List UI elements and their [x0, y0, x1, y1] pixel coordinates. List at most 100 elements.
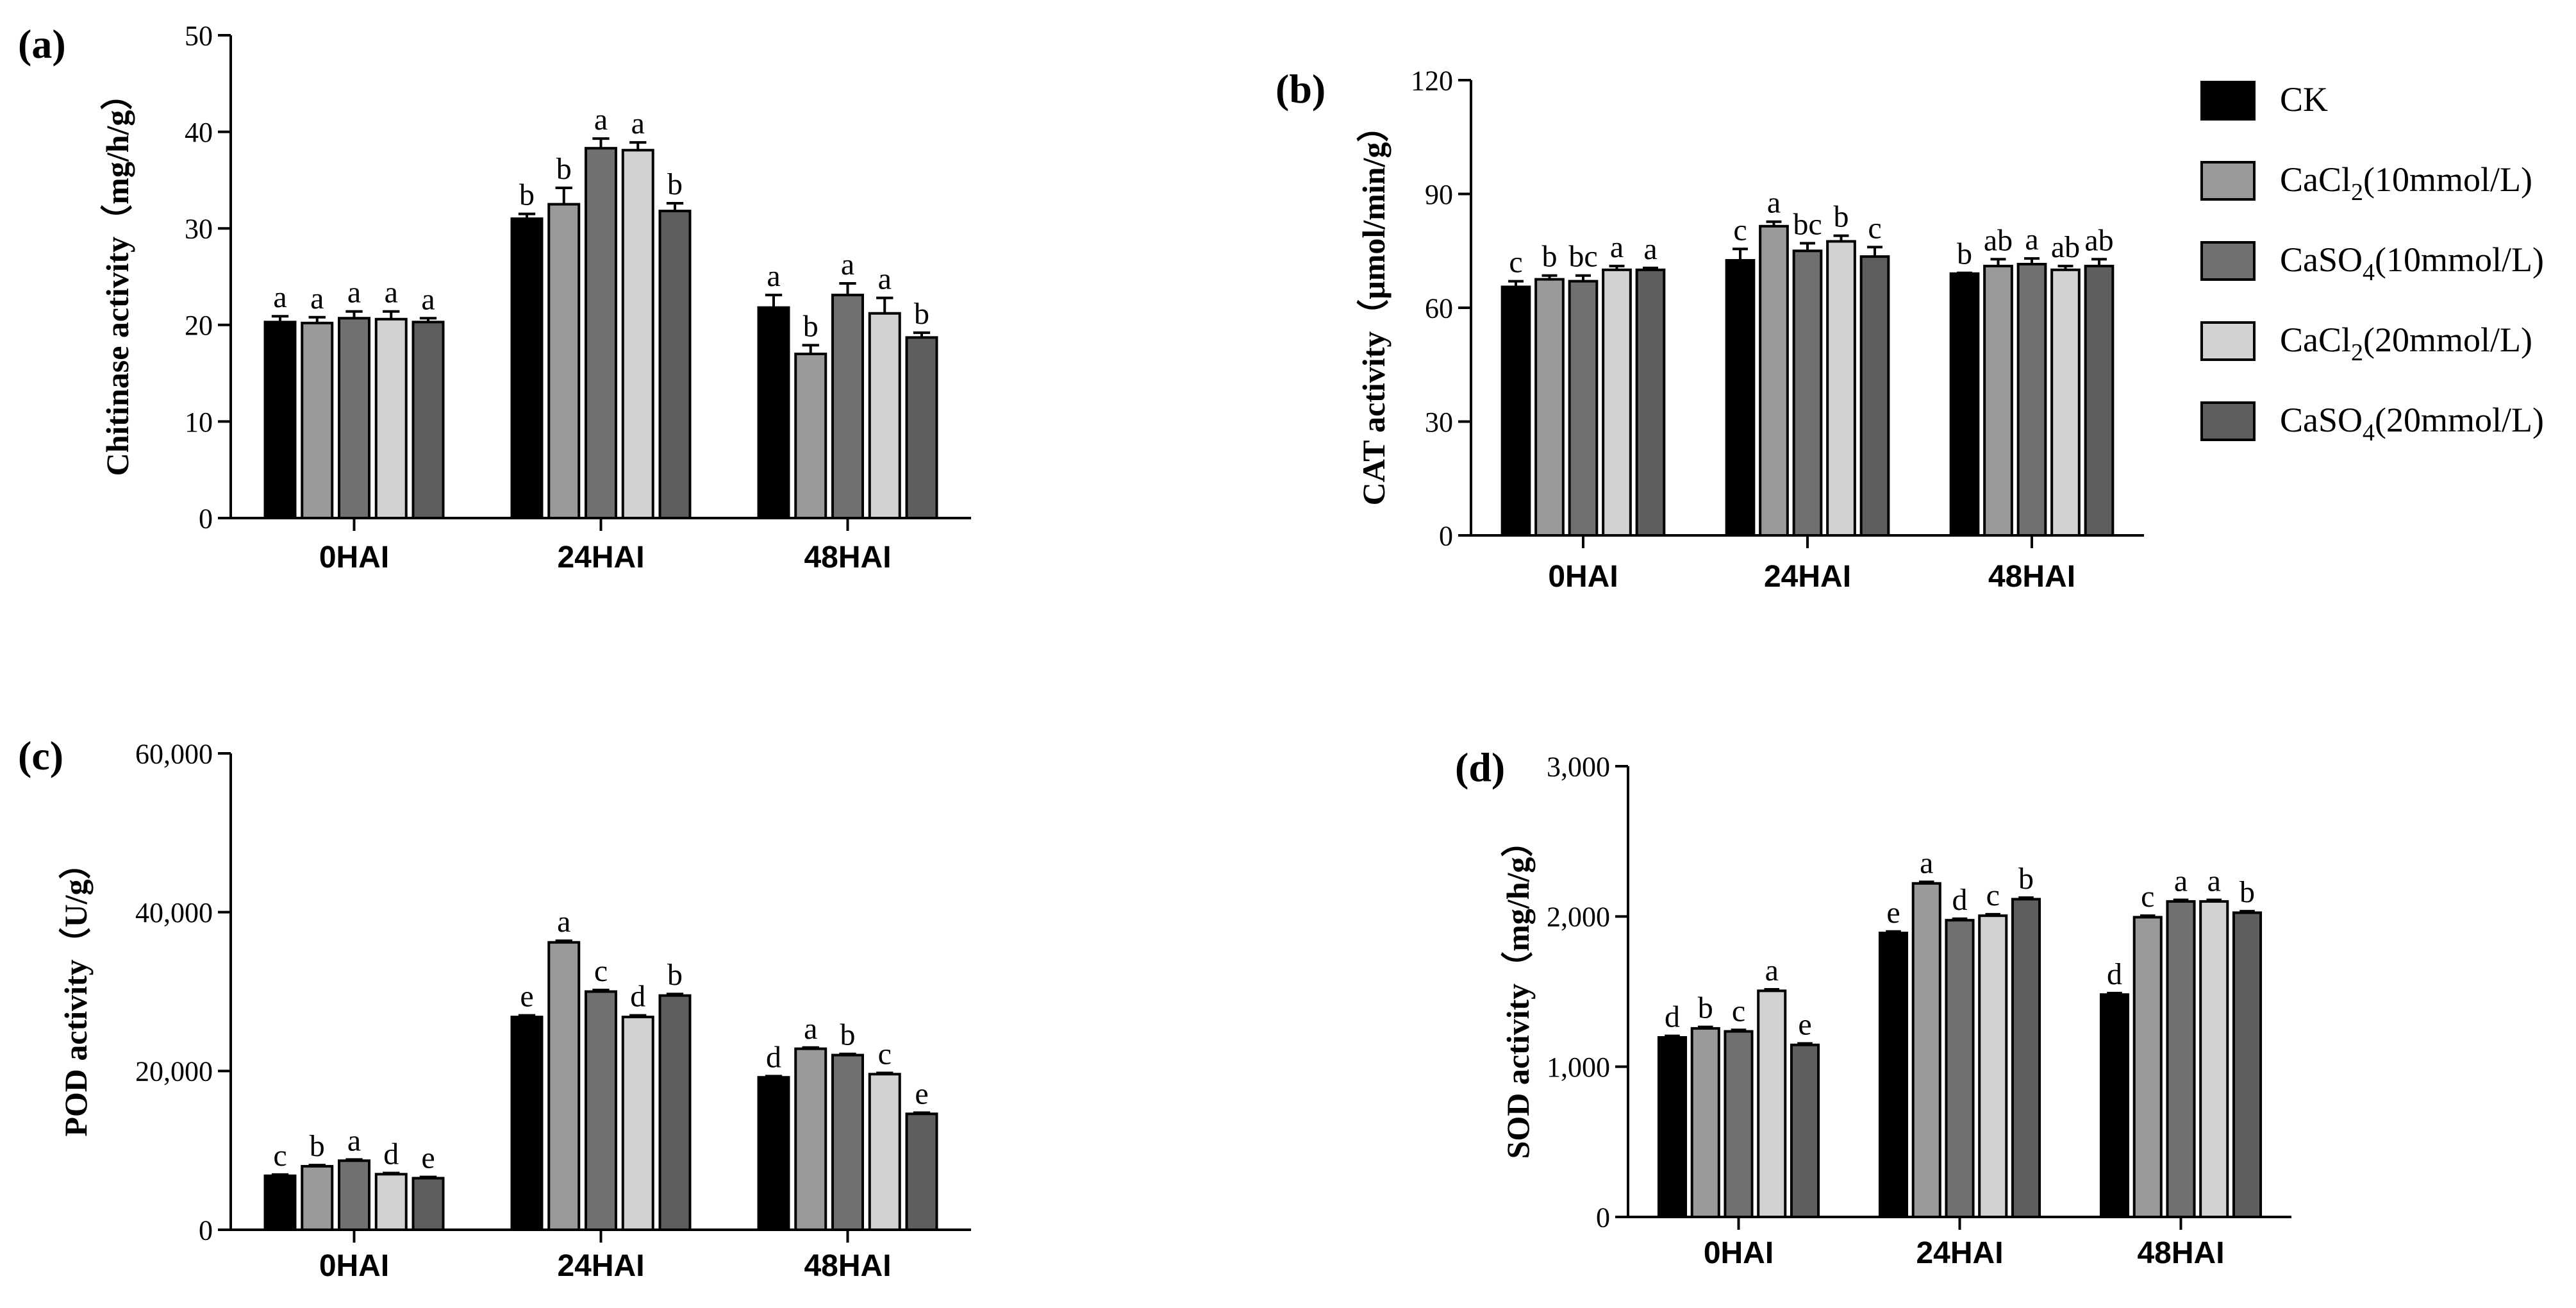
bar — [794, 352, 827, 519]
category-label: 48HAI — [804, 541, 891, 574]
significance-letter: a — [767, 259, 780, 293]
bar — [658, 994, 692, 1231]
bar — [2199, 900, 2229, 1219]
category-label: 48HAI — [1988, 560, 2075, 594]
legend-label: CaSO4(10mmol/L) — [2280, 240, 2544, 286]
bar — [338, 1159, 370, 1232]
bar — [905, 1112, 938, 1232]
significance-letter: a — [310, 281, 324, 315]
bar — [374, 1173, 408, 1231]
y-tick-label: 20,000 — [135, 1056, 213, 1087]
y-tick-label: 60,000 — [135, 738, 213, 769]
bar — [1911, 882, 1941, 1218]
bar — [831, 294, 864, 519]
legend-label: CaSO4(20mmol/L) — [2280, 401, 2544, 446]
significance-letter: b — [667, 167, 683, 201]
bar — [757, 1076, 790, 1231]
bar — [868, 312, 901, 519]
panel-label: (b) — [1276, 66, 1325, 112]
y-tick-label: 0 — [1439, 520, 1453, 551]
significance-letter: ab — [1984, 223, 2013, 257]
significance-letter: d — [1665, 1000, 1680, 1034]
significance-letter: a — [421, 282, 435, 316]
bar — [1602, 268, 1632, 537]
bar — [510, 217, 544, 519]
bar — [1568, 280, 1599, 537]
y-tick-label: 20 — [185, 310, 213, 341]
legend-label: CK — [2280, 80, 2328, 119]
y-tick-label: 40,000 — [135, 897, 213, 928]
y-tick-label: 40 — [185, 117, 213, 148]
legend-item: CaCl2(10mmol/L) — [2200, 160, 2532, 206]
chart-panel-1: (b) 0 30 60 90 120 CAT activity（μmol/min/g） 0HA… — [1276, 65, 2144, 594]
bar — [1983, 264, 2013, 537]
legend-item: CaCl2(20mmol/L) — [2200, 321, 2532, 366]
bar — [2011, 898, 2041, 1218]
y-tick-label: 2,000 — [1547, 901, 1610, 933]
category-label: 48HAI — [2137, 1236, 2224, 1270]
legend-item: CaSO4(10mmol/L) — [2200, 240, 2544, 286]
legend-label: CaCl2(10mmol/L) — [2280, 160, 2532, 206]
significance-letter: a — [273, 280, 287, 314]
significance-letter: ab — [2084, 223, 2113, 257]
legend-swatch — [2200, 161, 2256, 201]
chart-panel-0: (a) 0 10 20 30 40 50 Chitinase activity（mg/h/g）… — [18, 20, 971, 574]
bar — [301, 1164, 334, 1232]
y-tick-label: 0 — [199, 503, 213, 534]
significance-letter: b — [2018, 862, 2034, 896]
y-tick-label: 3,000 — [1547, 751, 1610, 782]
significance-letter: bc — [1568, 240, 1597, 274]
y-tick-label: 0 — [199, 1214, 213, 1246]
category-label: 0HAI — [319, 1249, 389, 1283]
chart-panel-3: (d) 0 1,000 2,000 3,000 SOD activity（mg/h/g） 0… — [1455, 744, 2291, 1270]
significance-letter: b — [667, 958, 683, 992]
y-tick-label: 10 — [185, 407, 213, 438]
category-label: 24HAI — [1916, 1236, 2003, 1270]
bar — [1500, 285, 1531, 537]
significance-letter: c — [1986, 878, 2000, 912]
significance-letter: e — [1798, 1007, 1811, 1041]
significance-letter: e — [915, 1077, 928, 1111]
bar — [1790, 1043, 1820, 1219]
significance-letter: ab — [2051, 230, 2080, 264]
y-tick-label: 0 — [1596, 1202, 1610, 1233]
significance-letter: a — [631, 106, 645, 140]
significance-letter: a — [1765, 953, 1779, 987]
bar — [1724, 1030, 1754, 1219]
significance-letter: c — [1509, 246, 1522, 280]
y-tick-label: 1,000 — [1547, 1052, 1610, 1083]
bar — [1690, 1027, 1720, 1218]
category-label: 48HAI — [804, 1249, 891, 1283]
bar — [510, 1016, 544, 1232]
significance-letter: a — [385, 276, 398, 310]
significance-letter: a — [878, 262, 892, 296]
significance-letter: c — [1733, 213, 1747, 247]
category-label: 0HAI — [1704, 1236, 1774, 1270]
significance-letter: a — [804, 1012, 817, 1046]
bar — [2016, 262, 2047, 537]
bar — [1859, 255, 1890, 537]
significance-letter: c — [2141, 880, 2154, 914]
significance-letter: d — [383, 1137, 399, 1171]
significance-letter: a — [594, 103, 608, 137]
significance-letter: b — [519, 178, 535, 212]
y-axis-title: CAT activity（μmol/min/g） — [1356, 110, 1392, 506]
bar — [1759, 224, 1789, 537]
significance-letter: e — [421, 1141, 435, 1175]
y-tick-label: 50 — [185, 20, 213, 51]
bar — [1534, 278, 1565, 537]
significance-letter: e — [1886, 896, 1900, 930]
bar — [757, 306, 790, 519]
legend-swatch — [2200, 321, 2256, 361]
bar — [831, 1053, 864, 1231]
bar — [585, 990, 617, 1231]
bar — [1725, 259, 1756, 537]
significance-letter: b — [803, 309, 819, 343]
significance-letter: a — [347, 1123, 361, 1157]
significance-letter: a — [1610, 230, 1624, 264]
bar — [1792, 249, 1823, 537]
bar — [868, 1073, 901, 1231]
significance-letter: d — [766, 1040, 781, 1074]
y-tick-label: 30 — [1425, 407, 1453, 438]
significance-letter: b — [556, 152, 572, 186]
